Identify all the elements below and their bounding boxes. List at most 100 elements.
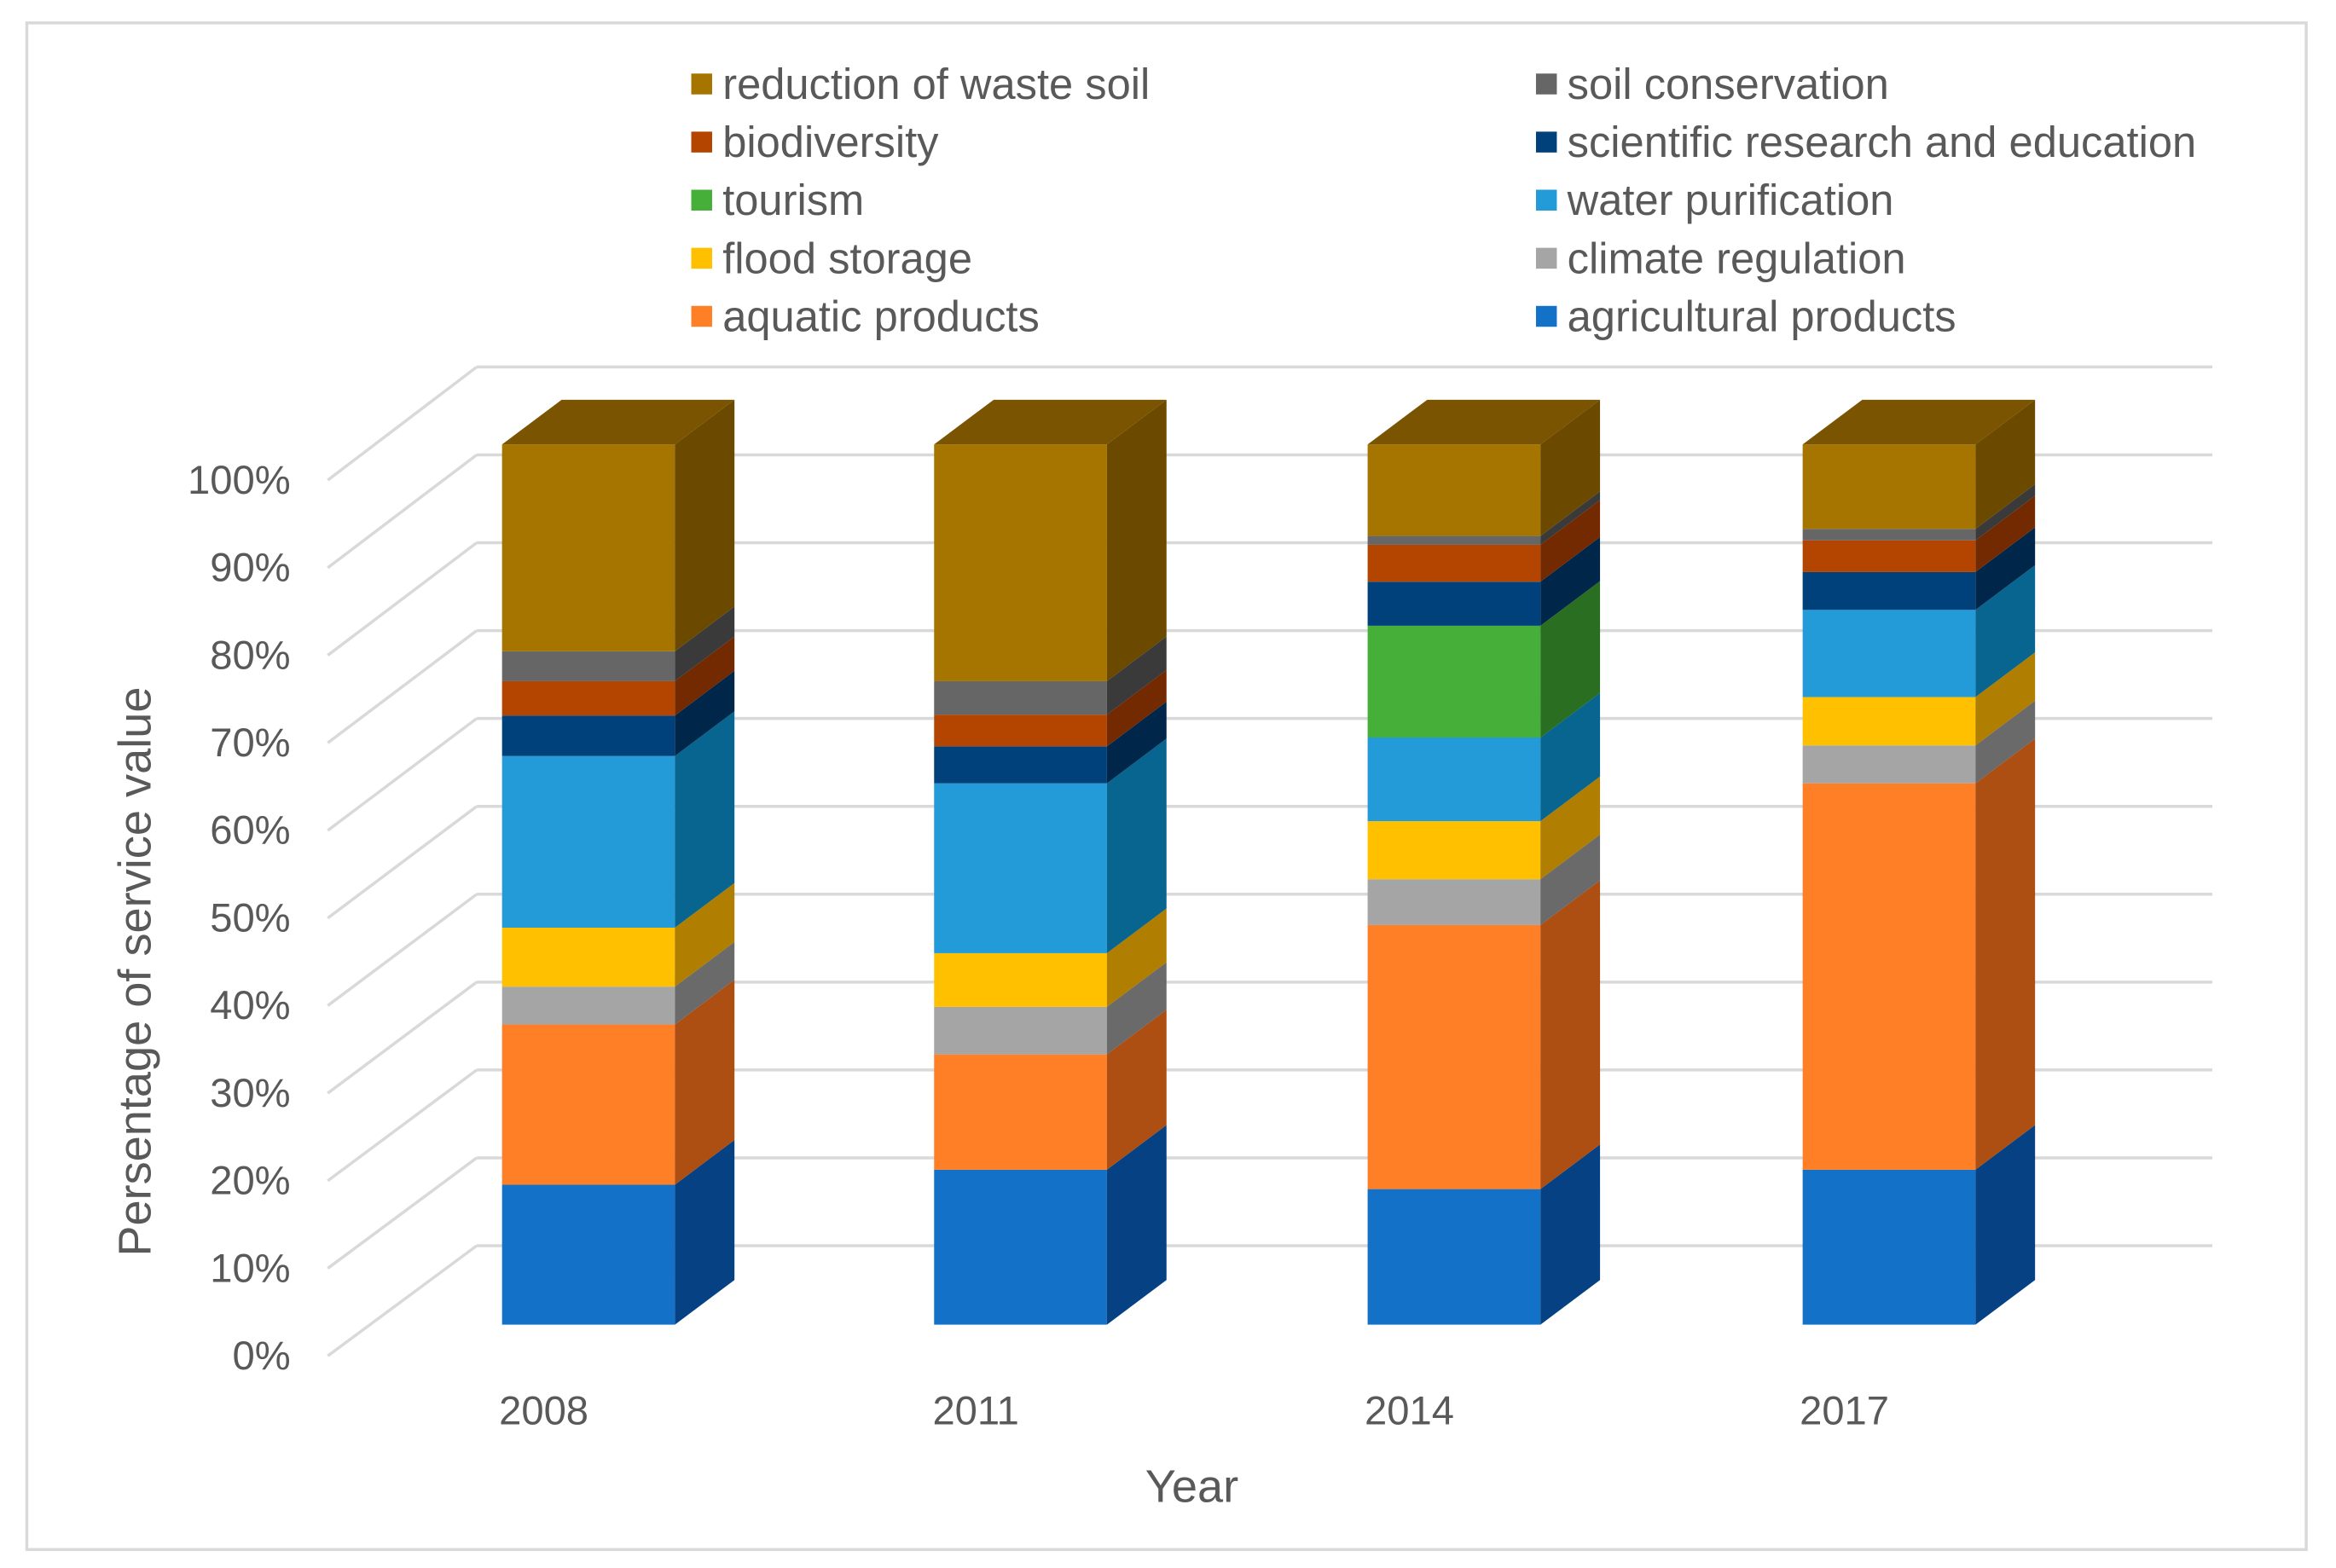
bar-side-aquatic-products [1540,880,1601,1189]
legend-swatch [691,73,712,95]
floor-gridline [327,893,478,1007]
bar-side-scientific-research-and-education [1106,701,1167,784]
bar-segment-climate-regulation [934,1006,1107,1055]
legend-label: flood storage [722,234,972,282]
bar-side-reduction-of-waste-soil [1540,399,1601,536]
bar-segment-water-purification [1802,610,1976,697]
bar-segment-scientific-research-and-education [501,715,675,756]
legend-item: climate regulation [1535,234,1906,282]
x-tick-label: 2008 [499,1388,588,1433]
bar-side-reduction-of-waste-soil [1106,399,1167,681]
y-tick-label: 80% [210,632,290,677]
legend-swatch [1535,73,1557,95]
legend-item: reduction of waste soil [691,60,1150,108]
y-tick-label: 40% [210,982,290,1027]
bar-top [501,399,735,445]
legend-item: agricultural products [1535,292,1956,340]
bar-side-flood-storage [675,882,735,987]
bar-segment-soil-conservation [934,680,1107,715]
bar-side-aquatic-products [675,980,735,1185]
legend-swatch [691,305,712,327]
bar-side-reduction-of-waste-soil [1975,399,2036,529]
bar-segment-aquatic-products [1802,783,1976,1170]
bar-segment-aquatic-products [501,1024,675,1185]
legend-swatch [1535,305,1557,327]
floor-gridline [327,454,478,570]
bar-segment-biodiversity [1802,540,1976,572]
y-tick-label: 0% [232,1333,290,1378]
legend-swatch [691,131,712,153]
bar-segment-water-purification [1367,738,1541,822]
legend-item: scientific research and education [1535,118,2197,166]
bar-segment-reduction-of-waste-soil [1367,444,1541,536]
legend-swatch [1535,131,1557,153]
legend-label: soil conservation [1568,60,1889,108]
floor-gridline [327,805,478,920]
bar-segment-soil-conservation [501,651,675,681]
bar-side-water-purification [675,711,735,928]
bar-side-scientific-research-and-education [675,670,735,756]
y-axis-ticks: 0% 10% 20% 30% 40% 50% 60% 70% 80% 90% 100% [188,457,291,1378]
bar-segment-flood-storage [1367,821,1541,880]
bar-segment-scientific-research-and-education [934,746,1107,784]
legend-item: biodiversity [691,118,939,166]
bar-side-climate-regulation [1975,700,2036,784]
legend-item: soil conservation [1535,60,1889,108]
legend-item: aquatic products [691,292,1040,340]
bar-segment-water-purification [501,755,675,928]
legend-label: biodiversity [722,118,939,166]
bar-side-agricultural-products [1540,1144,1601,1325]
legend-swatch [1535,189,1557,211]
bar-side-soil-conservation [675,606,735,681]
bar-side-water-purification [1975,564,2036,697]
bar-side-biodiversity [1106,669,1167,747]
bar-side-water-purification [1106,738,1167,953]
bar-side-tourism [1540,581,1601,738]
legend-label: aquatic products [722,292,1040,340]
bars [501,399,2036,1325]
y-tick-label: 90% [210,545,290,590]
legend-swatch [691,189,712,211]
bar-segment-agricultural-products [501,1184,675,1325]
legend-swatch [691,247,712,269]
legend-label: climate regulation [1568,234,1906,282]
bar-segment-aquatic-products [934,1054,1107,1170]
floor-gridline [327,1244,478,1357]
bar-segment-agricultural-products [934,1169,1107,1325]
y-tick-label: 60% [210,807,290,853]
bar-segment-aquatic-products [1367,924,1541,1189]
bar-side-water-purification [1540,692,1601,822]
floor-gridline [327,541,478,657]
bar-side-biodiversity [1975,495,2036,572]
floor-gridline [327,366,478,482]
x-tick-label: 2017 [1800,1388,1889,1433]
bar-stack-2017 [1802,399,2036,1325]
y-tick-label: 100% [188,457,291,502]
bar-segment-flood-storage [1802,697,1976,746]
bar-segment-scientific-research-and-education [1802,571,1976,610]
x-tick-label: 2014 [1365,1388,1454,1433]
bar-stack-2008 [501,399,735,1325]
bar-side-flood-storage [1106,908,1167,1007]
bar-segment-agricultural-products [1367,1189,1541,1325]
y-tick-label: 30% [210,1070,290,1115]
legend-item: flood storage [691,234,972,282]
x-axis-ticks: 2008 2011 2014 2017 [499,1388,1889,1433]
bar-segment-soil-conservation [1367,535,1541,545]
y-tick-label: 20% [210,1158,290,1203]
bar-top [934,399,1167,445]
bar-segment-tourism [1367,625,1541,738]
x-axis-title: Year [1145,1461,1238,1512]
bar-top [1802,399,2036,445]
bar-segment-soil-conservation [1802,529,1976,541]
floor-gridline [327,981,478,1095]
bar-side-biodiversity [1540,500,1601,582]
legend-label: scientific research and education [1568,118,2197,166]
y-tick-label: 70% [210,720,290,765]
bar-stack-2014 [1367,399,1601,1325]
bar-segment-reduction-of-waste-soil [1802,444,1976,529]
bar-segment-biodiversity [1367,544,1541,582]
y-tick-label: 10% [210,1245,290,1290]
legend-item: water purification [1535,176,1893,224]
